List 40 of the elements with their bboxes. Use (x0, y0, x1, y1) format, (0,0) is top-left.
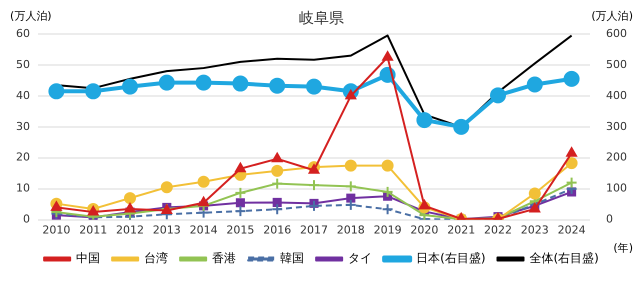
legend-label: 香港 (212, 251, 236, 266)
y2-tick-label: 400 (606, 88, 628, 102)
y2-axis-title: (万人泊) (591, 9, 633, 22)
y-tick-label: 40 (16, 88, 30, 102)
y2-tick-label: 600 (606, 26, 628, 40)
x-tick-label: 2016 (263, 223, 292, 236)
x-tick-label: 2017 (300, 223, 328, 236)
y-tick-label: 10 (16, 182, 30, 195)
x-tick-label: 2023 (520, 223, 549, 236)
x-tick-label: 2019 (374, 223, 402, 236)
legend-label: タイ (348, 251, 372, 266)
y2-tick-label: 500 (606, 58, 628, 71)
x-tick-label: 2010 (42, 223, 70, 236)
chart-title: 岐阜県 (299, 8, 344, 27)
legend-label: 日本(右目盛) (416, 251, 486, 266)
y-tick-label: 0 (22, 212, 30, 226)
legend-label: 中国 (76, 251, 100, 266)
x-tick-label: 2014 (190, 223, 218, 236)
legend-label: 台湾 (144, 251, 168, 266)
legend-label: 韓国 (280, 251, 304, 266)
y2-tick-label: 200 (606, 150, 628, 164)
y-axis-title: (万人泊) (10, 9, 52, 22)
y2-tick-label: 100 (606, 182, 628, 195)
x-tick-label: 2020 (410, 223, 438, 236)
y-tick-label: 30 (16, 120, 30, 133)
y-tick-label: 50 (16, 58, 30, 71)
x-tick-label: 2013 (152, 223, 181, 236)
y2-tick-label: 0 (606, 212, 614, 226)
x-tick-label: 2018 (336, 223, 365, 236)
legend-label: 全体(右目盛) (530, 251, 599, 266)
x-tick-label: 2011 (79, 223, 108, 236)
y2-tick-label: 300 (606, 120, 628, 133)
x-axis-title: (年) (613, 241, 633, 254)
x-tick-label: 2021 (447, 223, 476, 236)
x-tick-label: 2012 (116, 223, 144, 236)
y-tick-label: 60 (16, 26, 30, 40)
y-tick-label: 20 (16, 150, 30, 164)
x-tick-label: 2015 (226, 223, 254, 236)
x-tick-label: 2022 (484, 223, 512, 236)
x-tick-label: 2024 (558, 223, 586, 236)
